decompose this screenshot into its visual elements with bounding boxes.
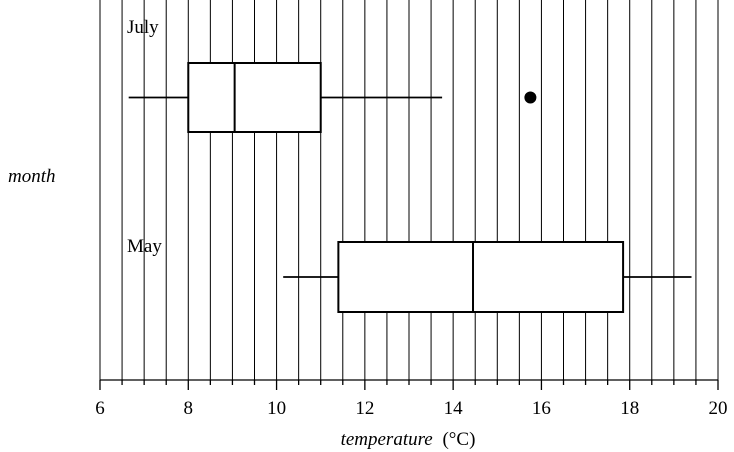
x-axis-label: temperature bbox=[341, 429, 433, 450]
x-axis: 6 8 10 12 14 16 18 20 bbox=[95, 379, 728, 419]
x-tick-label: 12 bbox=[355, 398, 374, 419]
x-tick-label: 14 bbox=[444, 398, 464, 419]
iqr-box bbox=[187, 62, 322, 133]
series-label-july: July bbox=[127, 17, 159, 38]
series-label-may: May bbox=[127, 236, 162, 257]
series-labels: July May bbox=[127, 17, 162, 257]
outlier-point bbox=[524, 91, 537, 104]
box-may bbox=[283, 241, 692, 313]
x-axis-unit: (°C) bbox=[442, 429, 475, 450]
x-tick-label: 20 bbox=[709, 398, 728, 419]
x-tick-label: 10 bbox=[267, 398, 286, 419]
box-plots bbox=[128, 62, 692, 313]
x-axis-title: temperature (°C) bbox=[341, 429, 476, 450]
x-tick-label: 16 bbox=[532, 398, 551, 419]
y-axis-label: month bbox=[8, 166, 56, 187]
iqr-box bbox=[337, 241, 625, 313]
x-tick-label: 18 bbox=[620, 398, 639, 419]
box-july bbox=[128, 62, 537, 133]
x-tick-label: 8 bbox=[184, 398, 194, 419]
grid-lines bbox=[99, 0, 719, 380]
x-tick-label: 6 bbox=[95, 398, 105, 419]
